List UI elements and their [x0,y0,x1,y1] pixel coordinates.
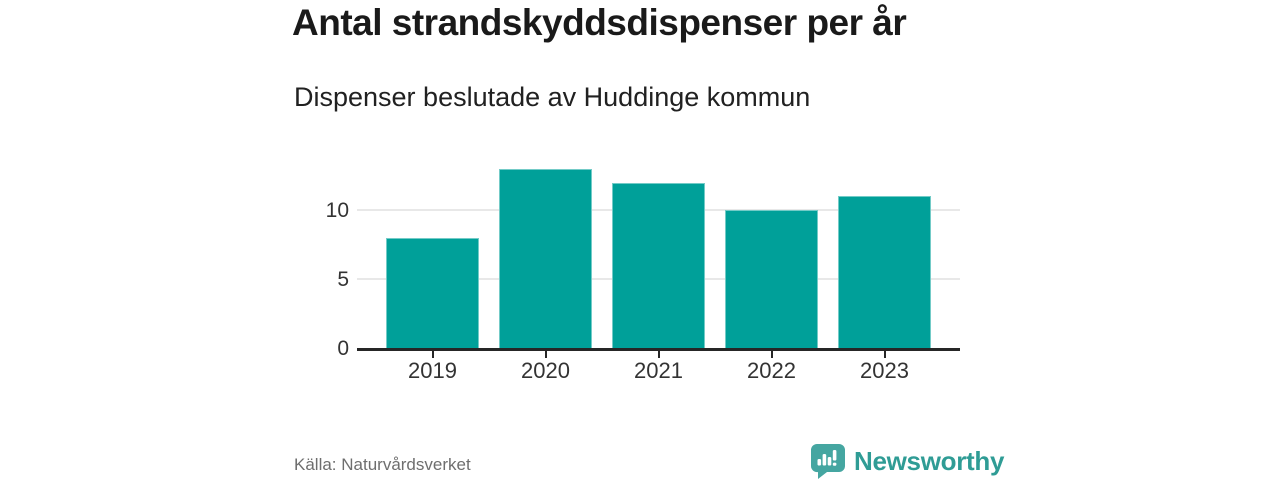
bar-2021 [612,182,705,348]
x-tick-label-2021: 2021 [634,358,683,383]
x-tick-2020 [499,351,592,358]
bar-2019 [386,237,479,348]
x-tick-mark [770,351,773,358]
x-tick-2019 [386,351,479,358]
chart-subtitle: Dispenser beslutade av Huddinge kommun [294,82,811,112]
x-tick-2023 [838,351,931,358]
x-axis-labels: 2019 2020 2021 2022 2023 [357,358,960,384]
bar-series [357,155,960,348]
x-tick-label-2023: 2023 [860,358,909,383]
x-tick-mark [431,351,434,358]
x-tick-mark [883,351,886,358]
chart-title: Antal strandskyddsdispenser per år [292,2,907,43]
x-tick-label-2020: 2020 [521,358,570,383]
bar-2020 [499,168,592,348]
bar-2023 [838,196,931,348]
y-axis: 0 5 10 [252,155,349,360]
bar-2022 [725,210,818,348]
x-tick-label-2022: 2022 [747,358,796,383]
x-axis-line [357,348,960,351]
brand-name: Newsworthy [854,446,1005,476]
x-tick-2022 [725,351,818,358]
x-axis-ticks [357,351,960,358]
brand-logo: Newsworthy [810,443,1004,479]
source-note: Källa: Naturvårdsverket [294,455,471,474]
y-tick-label-5: 5 [337,268,349,292]
newsworthy-logo-icon [810,444,845,479]
x-tick-mark [544,351,547,358]
y-tick-label-0: 0 [337,337,349,360]
plot-area [357,155,960,351]
x-tick-mark [657,351,660,358]
y-tick-label-10: 10 [325,199,349,223]
x-tick-label-2019: 2019 [408,358,457,383]
x-tick-2021 [612,351,705,358]
